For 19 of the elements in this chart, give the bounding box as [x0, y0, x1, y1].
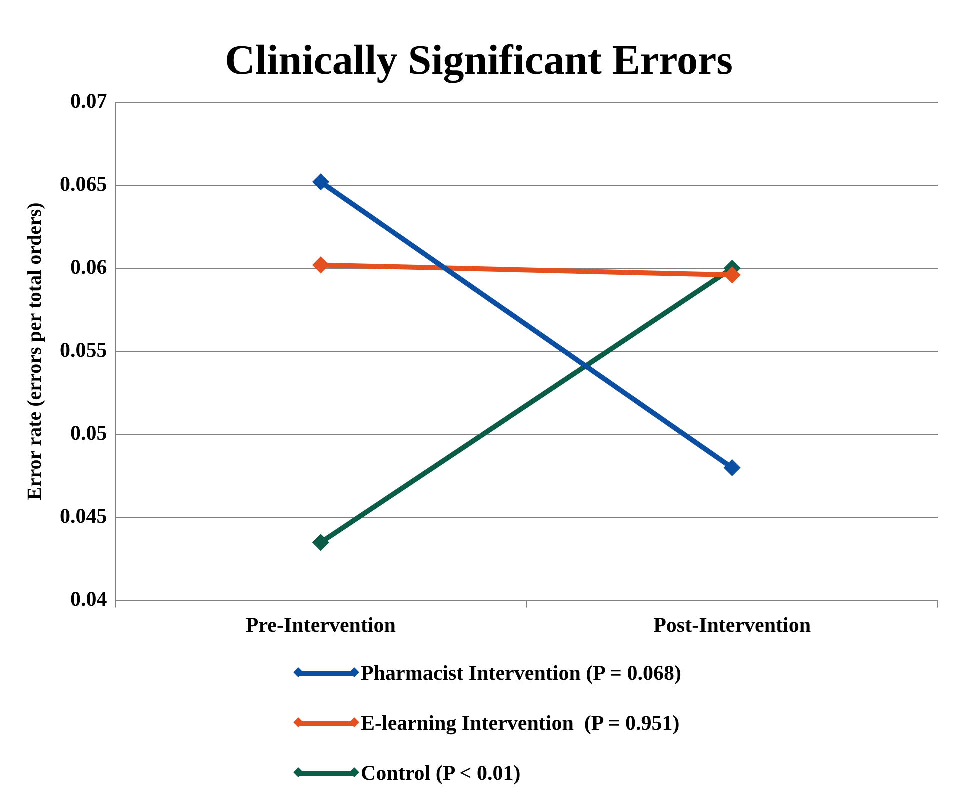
y-axis-title: Error rate (errors per total orders) — [24, 202, 46, 501]
legend-label: E-learning Intervention (P = 0.951) — [361, 710, 680, 736]
x-tick-label: Pre-Intervention — [246, 612, 396, 637]
legend-label: Control (P < 0.01) — [361, 760, 521, 786]
point — [313, 535, 328, 550]
y-tick-label: 0.06 — [70, 254, 108, 279]
y-tick-label: 0.045 — [60, 504, 108, 528]
legend-label: Pharmacist Intervention (P = 0.068) — [361, 660, 682, 686]
point — [724, 268, 740, 283]
y-tick-label: 0.04 — [70, 587, 108, 612]
chart-title: Clinically Significant Errors — [225, 38, 733, 84]
y-tick-label: 0.07 — [70, 88, 108, 113]
y-tick-label: 0.065 — [60, 172, 108, 196]
point — [313, 174, 328, 190]
point — [724, 460, 740, 476]
y-tick-label: 0.055 — [60, 338, 108, 362]
y-tick-label: 0.05 — [70, 421, 108, 446]
point — [313, 258, 328, 273]
x-tick-label: Post-Intervention — [654, 612, 812, 637]
